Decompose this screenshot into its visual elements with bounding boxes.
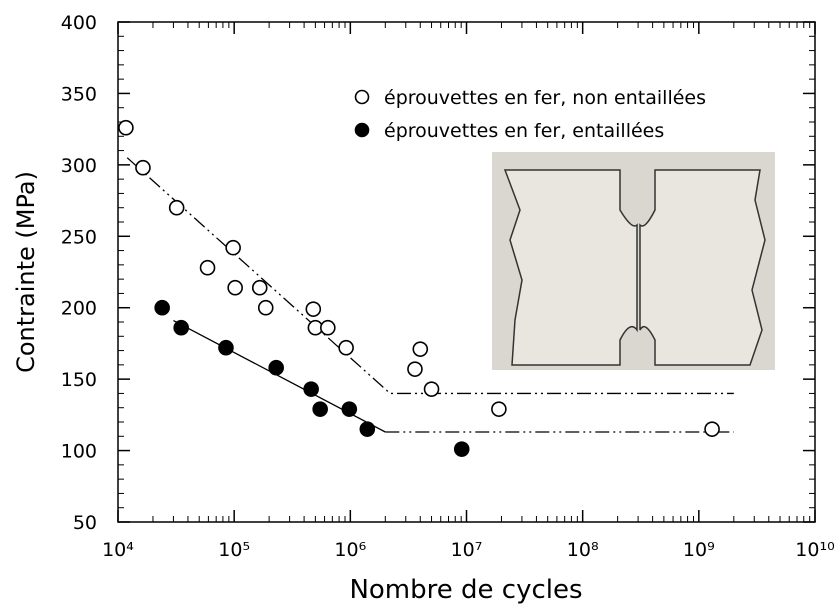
y-tick-label: 200 — [61, 298, 97, 320]
y-axis-label: Contrainte (MPa) — [12, 171, 40, 373]
data-point — [268, 359, 284, 376]
data-point — [173, 319, 190, 336]
y-tick-label: 150 — [61, 369, 97, 391]
data-point — [338, 339, 354, 356]
data-point — [154, 299, 170, 316]
data-point — [341, 401, 358, 417]
y-tick-label: 350 — [61, 83, 97, 105]
data-point — [257, 299, 274, 316]
data-point — [303, 381, 319, 397]
x-tick-label: 10⁸ — [567, 539, 599, 561]
x-tick-label: 10¹⁰ — [795, 539, 834, 561]
data-point — [225, 239, 241, 256]
specimen-right — [639, 169, 766, 366]
x-tick-label: 10⁴ — [102, 539, 134, 561]
data-point — [453, 441, 470, 457]
y-tick-label: 250 — [61, 226, 97, 248]
data-point — [423, 381, 440, 397]
data-point — [227, 279, 243, 296]
data-point — [305, 301, 322, 317]
inset-photo — [492, 152, 775, 370]
y-tick-label: 50 — [73, 512, 97, 534]
x-tick-label: 10⁹ — [683, 539, 715, 561]
data-point — [407, 361, 423, 377]
data-point — [704, 421, 720, 437]
data-point — [359, 421, 376, 437]
x-axis-label: Nombre de cycles — [349, 575, 582, 605]
y-tick-label: 300 — [61, 155, 97, 177]
x-tick-label: 10⁵ — [218, 539, 250, 561]
legend-label: éprouvettes en fer, non entaillées — [384, 87, 706, 109]
data-point — [491, 401, 507, 417]
data-point — [135, 159, 151, 176]
data-point — [118, 119, 134, 136]
legend-marker — [354, 122, 370, 138]
data-point — [312, 401, 328, 417]
x-tick-label: 10⁷ — [451, 539, 483, 561]
data-point — [199, 259, 216, 276]
data-point — [251, 279, 268, 296]
data-point — [320, 319, 336, 336]
legend-label: éprouvettes en fer, entaillées — [384, 120, 664, 142]
y-tick-label: 400 — [61, 12, 97, 34]
data-point — [412, 341, 429, 357]
legend-marker — [354, 89, 370, 105]
x-tick-label: 10⁶ — [334, 539, 366, 561]
fit-line — [126, 157, 734, 395]
specimen-left — [503, 169, 638, 366]
data-point — [168, 199, 185, 216]
data-point — [218, 339, 234, 356]
y-tick-label: 100 — [61, 441, 97, 463]
